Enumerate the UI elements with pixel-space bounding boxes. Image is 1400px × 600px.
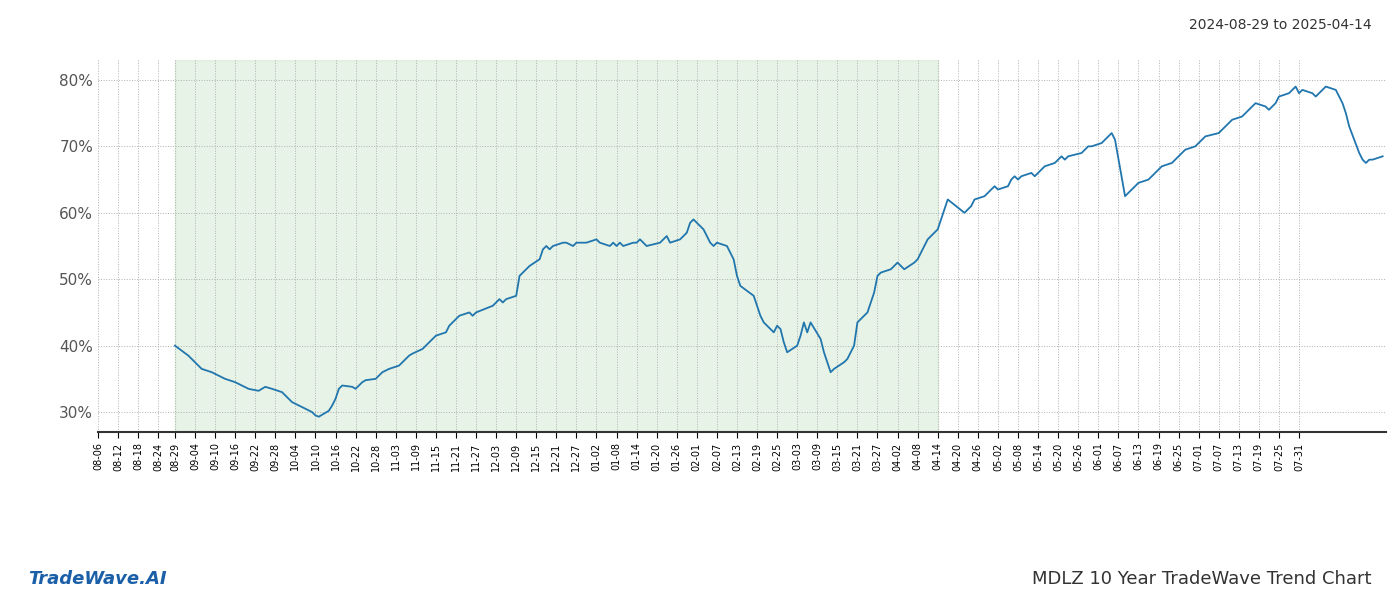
Text: TradeWave.AI: TradeWave.AI xyxy=(28,570,167,588)
Text: 2024-08-29 to 2025-04-14: 2024-08-29 to 2025-04-14 xyxy=(1190,18,1372,32)
Bar xyxy=(175,60,938,432)
Text: MDLZ 10 Year TradeWave Trend Chart: MDLZ 10 Year TradeWave Trend Chart xyxy=(1033,570,1372,588)
